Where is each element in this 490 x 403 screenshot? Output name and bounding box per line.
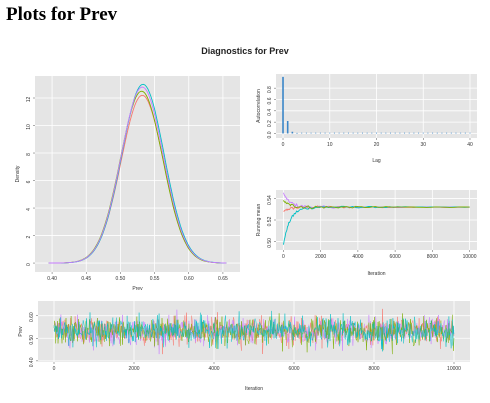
trace-plot: 0 2000 4000 6000 8000 10000 0.40 0.50 0.60 Iterat… [18, 301, 470, 392]
y-tick-label: 0.40 [29, 357, 35, 367]
trace-chain-3 [53, 310, 455, 352]
y-axis-label: Density [15, 165, 21, 182]
x-tick-label: 20 [374, 142, 380, 148]
x-axis-label: Iteration [367, 271, 385, 277]
trace-chain-2 [53, 313, 455, 355]
y-tick-label: 0.0 [267, 131, 273, 138]
x-axis-label: Lag [372, 158, 381, 164]
x-axis-label: Iteration [245, 386, 263, 392]
y-tick-label: 0.6 [267, 97, 273, 104]
x-tick-label: 0.40 [47, 276, 57, 282]
x-tick-label: 0 [282, 254, 285, 260]
density-plot: 0.40 0.45 0.50 0.55 0.60 0.65 0 2 4 6 8 10 12 Prev Den… [15, 76, 240, 292]
figure-title: Diagnostics for Prev [201, 46, 289, 56]
x-tick-label: 8000 [368, 366, 379, 372]
running-mean-chain-2 [283, 200, 470, 209]
y-tick-label: 0.4 [267, 109, 273, 116]
y-tick-label: 4 [26, 208, 32, 211]
density-line-chain-4 [48, 86, 227, 264]
x-tick-label: 40 [467, 142, 473, 148]
y-tick-label: 0.2 [267, 120, 273, 127]
y-tick-label: 0.52 [267, 216, 273, 226]
y-tick-label: 0.50 [267, 238, 273, 248]
x-tick-label: 6000 [288, 366, 299, 372]
x-tick-label: 2000 [128, 366, 139, 372]
autocorrelation-plot: 0 10 20 30 40 0.0 0.2 0.4 0.6 0.8 Lag Autocorrelati… [256, 74, 477, 164]
running-mean-plot: 0 2000 4000 6000 8000 10000 0.50 0.52 0.54 Iterat… [256, 190, 477, 277]
y-tick-label: 0.54 [267, 195, 273, 205]
diagnostics-figure: Diagnostics for Prev 0.40 0.45 0.50 0.55 0.6… [15, 46, 477, 392]
y-tick-label: 8 [26, 153, 32, 156]
x-tick-label: 10 [327, 142, 333, 148]
y-tick-label: 2 [26, 235, 32, 238]
x-tick-label: 10000 [463, 254, 477, 260]
y-tick-label: 6 [26, 180, 32, 183]
x-axis-label: Prev [132, 286, 143, 292]
x-tick-label: 30 [420, 142, 426, 148]
y-tick-label: 0.8 [267, 86, 273, 93]
y-axis-label: Prev [18, 326, 24, 337]
x-tick-label: 0 [282, 142, 285, 148]
x-tick-label: 0.55 [150, 276, 160, 282]
x-tick-label: 0.50 [116, 276, 126, 282]
x-tick-label: 10000 [447, 366, 461, 372]
y-tick-label: 0 [26, 263, 32, 266]
x-tick-label: 4000 [208, 366, 219, 372]
page-title: Plots for Prev [6, 4, 118, 25]
x-tick-label: 0 [53, 366, 56, 372]
y-tick-label: 0.60 [29, 312, 35, 322]
x-tick-label: 4000 [352, 254, 363, 260]
y-tick-label: 10 [26, 124, 32, 130]
x-tick-label: 6000 [390, 254, 401, 260]
y-axis-label: Autocorrelation [256, 89, 262, 123]
y-axis-label: Running mean [256, 204, 262, 237]
x-tick-label: 8000 [427, 254, 438, 260]
x-tick-label: 0.45 [81, 276, 91, 282]
panel-background [35, 76, 240, 272]
y-tick-label: 12 [26, 97, 32, 103]
x-tick-label: 0.60 [184, 276, 194, 282]
x-tick-label: 0.65 [218, 276, 228, 282]
x-tick-label: 2000 [315, 254, 326, 260]
y-tick-label: 0.50 [29, 335, 35, 345]
